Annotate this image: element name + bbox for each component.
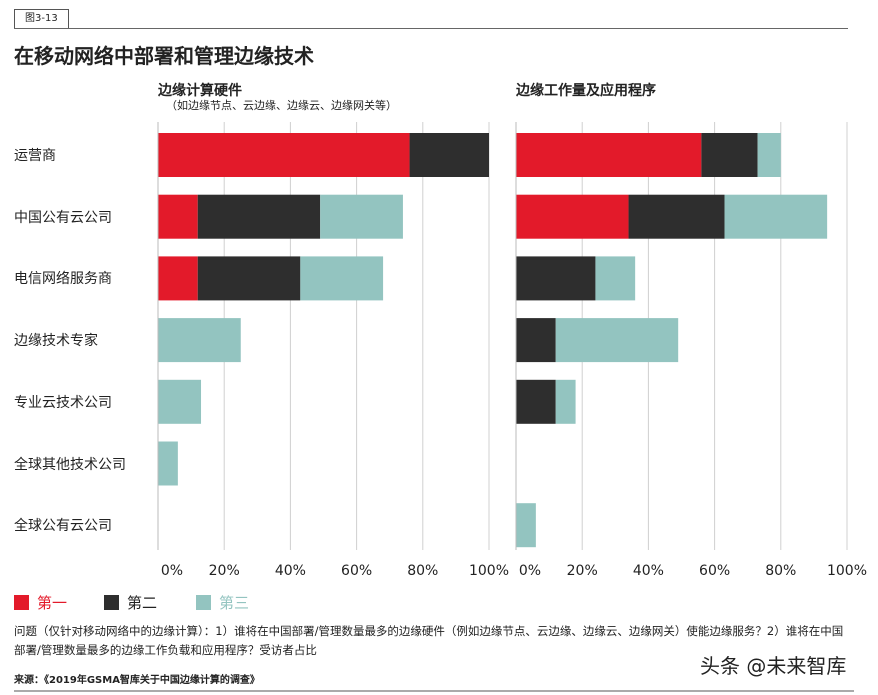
x-tick-label: 100% [469,563,509,579]
category-label: 运营商 [14,148,56,164]
legend-third: 第三 [196,592,249,613]
legend-swatch [104,595,119,610]
bar-segment [158,194,198,239]
bar-segment [197,194,321,239]
bar-segment [516,133,702,177]
bar-segment [158,318,241,363]
legend-second: 第二 [104,592,157,613]
x-tick-label: 100% [827,563,867,579]
bar-segment [516,318,556,363]
bar-segment [409,133,489,177]
category-label: 全球其他技术公司 [14,456,126,473]
bar-segment [757,133,781,177]
category-label: 边缘技术专家 [14,333,98,350]
bar-segment [595,256,636,301]
legend-first: 第一 [14,592,67,613]
bar-segment [628,194,725,239]
bar-segment [320,194,403,239]
legend-swatch [196,595,211,610]
question-note: 问题（仅针对移动网络中的边缘计算）：1）谁将在中国部署/管理数量最多的边缘硬件（… [14,624,844,657]
x-tick-label: 0% [519,563,541,579]
bar-segment [516,256,596,301]
page-title: 在移动网络中部署和管理边缘技术 [14,44,314,68]
x-tick-label: 60% [699,563,730,579]
watermark: 头条 @未来智库 [700,654,847,678]
x-tick-label: 80% [765,563,796,579]
bar-segment [516,503,536,548]
bar-segment [197,256,301,301]
category-label: 专业云技术公司 [14,394,112,411]
left-chart-subtitle: （如边缘节点、云边缘、边缘云、边缘网关等） [166,99,397,112]
left-chart-title: 边缘计算硬件 [158,83,242,99]
bar-segment [724,194,828,239]
category-label: 中国公有云公司 [14,209,112,226]
bar-segment [516,379,556,424]
bar-segment [158,133,410,177]
x-tick-label: 40% [633,563,664,579]
bar-segment [300,256,384,301]
divider [14,28,848,29]
legend-swatch [14,595,29,610]
bar-segment [701,133,758,177]
x-tick-label: 20% [567,563,598,579]
divider [14,690,854,692]
right-chart-title: 边缘工作量及应用程序 [516,83,656,99]
bar-segment [555,379,576,424]
x-tick-label: 40% [275,563,306,579]
source-note: 来源：《2019年GSMA智库关于中国边缘计算的调查》 [14,675,260,686]
x-tick-label: 0% [161,563,183,579]
bar-segment [555,318,679,363]
bar-segment [158,379,202,424]
bar-segment [516,194,629,239]
category-label: 电信网络服务商 [14,271,112,288]
bar-segment [158,441,178,486]
bar-segment [158,256,198,301]
category-label: 全球公有云公司 [14,518,112,535]
x-tick-label: 60% [341,563,372,579]
x-tick-label: 80% [407,563,438,579]
x-tick-label: 20% [209,563,240,579]
